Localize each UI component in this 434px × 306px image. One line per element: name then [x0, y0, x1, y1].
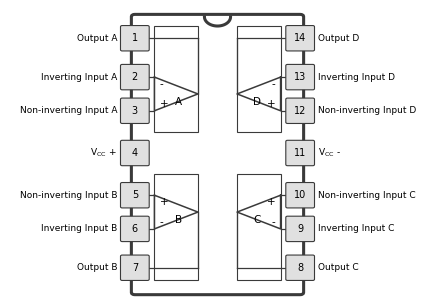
Text: Output B: Output B: [76, 263, 117, 272]
Text: D: D: [252, 97, 260, 107]
Text: 5: 5: [132, 190, 138, 200]
FancyBboxPatch shape: [285, 25, 314, 51]
Text: 4: 4: [132, 148, 138, 158]
Text: 7: 7: [132, 263, 138, 273]
Text: 9: 9: [296, 224, 302, 234]
FancyBboxPatch shape: [285, 98, 314, 123]
Polygon shape: [204, 17, 230, 26]
Text: +: +: [159, 197, 168, 207]
FancyBboxPatch shape: [120, 182, 149, 208]
Text: 12: 12: [293, 106, 306, 116]
Bar: [237, 26, 280, 132]
Text: -: -: [159, 217, 163, 227]
Text: Output D: Output D: [317, 34, 358, 43]
Text: -: -: [159, 79, 163, 89]
Bar: [237, 174, 280, 280]
Text: Inverting Input D: Inverting Input D: [317, 73, 394, 82]
Text: A: A: [174, 97, 181, 107]
FancyBboxPatch shape: [120, 65, 149, 90]
Text: 3: 3: [132, 106, 138, 116]
Text: -: -: [271, 217, 275, 227]
FancyBboxPatch shape: [131, 14, 303, 295]
Text: Non-inverting Input A: Non-inverting Input A: [20, 106, 117, 115]
Bar: [154, 26, 197, 132]
Text: 13: 13: [293, 72, 306, 82]
Text: $\mathregular{V_{CC}}$ -: $\mathregular{V_{CC}}$ -: [317, 147, 340, 159]
Text: +: +: [159, 99, 168, 109]
FancyBboxPatch shape: [120, 98, 149, 123]
Text: C: C: [253, 215, 260, 225]
Text: Non-inverting Input B: Non-inverting Input B: [20, 191, 117, 200]
Text: 8: 8: [296, 263, 302, 273]
Text: -: -: [271, 79, 275, 89]
Text: Inverting Input C: Inverting Input C: [317, 224, 394, 233]
FancyBboxPatch shape: [285, 140, 314, 166]
FancyBboxPatch shape: [120, 216, 149, 242]
Text: $\mathregular{V_{CC}}$ +: $\mathregular{V_{CC}}$ +: [90, 147, 117, 159]
FancyBboxPatch shape: [285, 255, 314, 280]
Text: Non-inverting Input C: Non-inverting Input C: [317, 191, 414, 200]
Text: Inverting Input B: Inverting Input B: [41, 224, 117, 233]
FancyBboxPatch shape: [120, 140, 149, 166]
Text: Inverting Input A: Inverting Input A: [41, 73, 117, 82]
FancyBboxPatch shape: [285, 65, 314, 90]
Text: 14: 14: [293, 33, 306, 43]
FancyBboxPatch shape: [120, 255, 149, 280]
Bar: [154, 174, 197, 280]
Text: 6: 6: [132, 224, 138, 234]
Text: Output C: Output C: [317, 263, 358, 272]
FancyBboxPatch shape: [120, 25, 149, 51]
Text: 11: 11: [293, 148, 306, 158]
FancyBboxPatch shape: [285, 182, 314, 208]
Text: Non-inverting Input D: Non-inverting Input D: [317, 106, 415, 115]
FancyBboxPatch shape: [285, 216, 314, 242]
Text: +: +: [266, 99, 275, 109]
Text: 1: 1: [132, 33, 138, 43]
Text: B: B: [174, 215, 181, 225]
Text: 2: 2: [132, 72, 138, 82]
Text: Output A: Output A: [76, 34, 117, 43]
Text: +: +: [266, 197, 275, 207]
Text: 10: 10: [293, 190, 306, 200]
